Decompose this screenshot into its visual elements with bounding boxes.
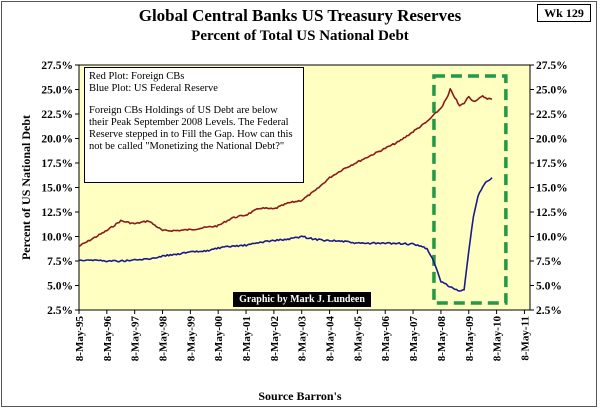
series-line-federal-reserve xyxy=(78,177,493,292)
annotation-note: Foreign CBs Holdings of US Debt are belo… xyxy=(89,105,293,152)
y-tick-label-right: 15.0% xyxy=(536,183,568,195)
x-tick-label: 8-May-98 xyxy=(158,316,170,362)
x-tick-label: 8-May-95 xyxy=(74,316,86,362)
y-tick-label-left: 20.0% xyxy=(41,134,73,146)
y-tick-label-right: 5.0% xyxy=(536,281,562,293)
legend-line-fed: Blue Plot: US Federal Reserve xyxy=(89,83,218,94)
x-tick-label: 8-May-06 xyxy=(380,316,392,362)
y-tick-label-left: 17.5% xyxy=(41,158,73,170)
y-tick-label-right: 17.5% xyxy=(536,158,568,170)
x-tick-label: 8-May-09 xyxy=(464,316,476,362)
x-tick-label: 8-May-10 xyxy=(492,316,504,362)
annotation-box: Red Plot: Foreign CBs Blue Plot: US Fede… xyxy=(84,67,304,183)
y-tick-label-left: 10.0% xyxy=(41,232,73,244)
x-tick-label: 8-May-97 xyxy=(130,316,142,362)
y-tick-label-right: 2.5% xyxy=(536,305,562,317)
y-tick-label-right: 25.0% xyxy=(536,85,568,97)
y-tick-label-left: 12.5% xyxy=(41,207,73,219)
x-tick-label: 8-May-00 xyxy=(213,316,225,362)
y-tick-label-left: 7.5% xyxy=(47,256,73,268)
legend-line-foreign: Red Plot: Foreign CBs xyxy=(89,71,185,82)
y-tick-label-left: 27.5% xyxy=(41,60,73,72)
week-badge: Wk 129 xyxy=(537,4,591,22)
y-tick-label-right: 10.0% xyxy=(536,232,568,244)
x-tick-label: 8-May-03 xyxy=(297,316,309,362)
x-tick-label: 8-May-04 xyxy=(325,316,337,362)
x-tick-label: 8-May-11 xyxy=(519,316,531,361)
y-tick-label-right: 20.0% xyxy=(536,134,568,146)
source-label: Source Barron's xyxy=(258,389,342,403)
x-tick-label: 8-May-07 xyxy=(408,316,420,362)
x-tick-label: 8-May-96 xyxy=(102,316,114,362)
x-tick-label: 8-May-99 xyxy=(185,316,197,362)
x-tick-label: 8-May-08 xyxy=(436,316,448,362)
y-tick-label-right: 12.5% xyxy=(536,207,568,219)
y-tick-label-right: 27.5% xyxy=(536,60,568,72)
y-tick-label-left: 22.5% xyxy=(41,109,73,121)
y-tick-label-left: 5.0% xyxy=(47,281,73,293)
x-tick-label: 8-May-02 xyxy=(269,316,281,362)
chart-subtitle: Percent of Total US National Debt xyxy=(191,28,409,44)
x-tick-label: 8-May-01 xyxy=(241,316,253,361)
x-tick-label: 8-May-05 xyxy=(352,316,364,362)
series-line-foreign-cbs xyxy=(78,88,493,248)
graphic-credit: Graphic by Mark J. Lundeen xyxy=(233,292,371,307)
y-tick-label-left: 15.0% xyxy=(41,183,73,195)
y-tick-label-left: 25.0% xyxy=(41,85,73,97)
y-tick-label-right: 7.5% xyxy=(536,256,562,268)
highlight-box xyxy=(432,74,508,305)
y-tick-label-right: 22.5% xyxy=(536,109,568,121)
y-axis-title: Percent of US National Debt xyxy=(19,115,33,260)
chart-title: Global Central Banks US Treasury Reserve… xyxy=(138,6,462,25)
y-tick-label-left: 2.5% xyxy=(47,305,73,317)
